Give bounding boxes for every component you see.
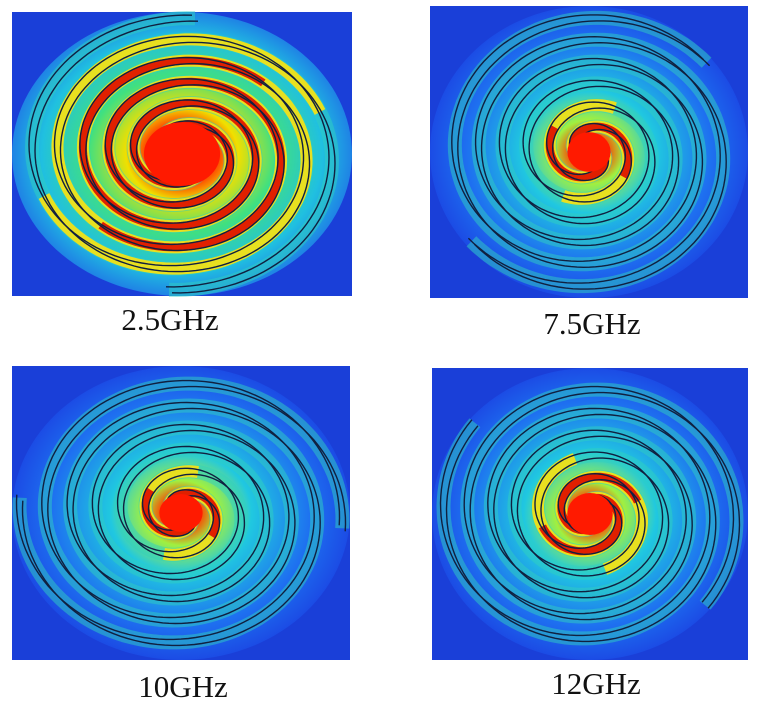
- panel: [12, 12, 352, 296]
- center-spot: [567, 132, 610, 172]
- panel: [430, 6, 748, 298]
- panel-label: 12GHz: [551, 666, 641, 701]
- panel: [12, 366, 350, 660]
- figure: 2.5GHz 7.5GHz 10GHz 12GHz: [0, 0, 762, 702]
- center-spot: [144, 122, 220, 186]
- panel-label: 7.5GHz: [543, 306, 640, 341]
- panel: [432, 368, 748, 660]
- panel-label: 10GHz: [138, 669, 228, 702]
- center-spot: [159, 494, 202, 532]
- center-spot: [567, 493, 613, 535]
- panel-label: 2.5GHz: [121, 302, 218, 337]
